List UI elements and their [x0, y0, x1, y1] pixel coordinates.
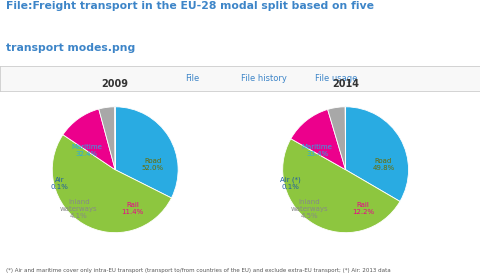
Text: Inland
waterways
4.1%: Inland waterways 4.1%: [60, 199, 97, 219]
Wedge shape: [346, 107, 408, 201]
Title: 2014: 2014: [332, 79, 359, 89]
Text: Road
49.8%: Road 49.8%: [372, 158, 395, 171]
Text: Road
52.0%: Road 52.0%: [142, 158, 164, 171]
Text: transport modes.png: transport modes.png: [6, 43, 135, 53]
Text: File: File: [185, 74, 199, 83]
Wedge shape: [328, 107, 346, 170]
Wedge shape: [52, 135, 171, 233]
Text: Rail
12.2%: Rail 12.2%: [352, 202, 374, 215]
Title: 2009: 2009: [102, 79, 129, 89]
Text: Maritime
32.4%: Maritime 32.4%: [72, 144, 102, 157]
Text: File usage: File usage: [315, 74, 357, 83]
Text: Air (*)
0.1%: Air (*) 0.1%: [280, 177, 300, 190]
Wedge shape: [291, 109, 346, 170]
Wedge shape: [283, 139, 400, 233]
Wedge shape: [115, 107, 178, 198]
Text: Rail
11.4%: Rail 11.4%: [122, 202, 144, 215]
Text: Maritime
33.4%: Maritime 33.4%: [302, 144, 333, 157]
Wedge shape: [63, 109, 115, 170]
Text: File:Freight transport in the EU-28 modal split based on five: File:Freight transport in the EU-28 moda…: [6, 1, 374, 11]
Text: (*) Air and maritime cover only intra-EU transport (transport to/from countries : (*) Air and maritime cover only intra-EU…: [6, 268, 391, 273]
Text: Inland
waterways
4.5%: Inland waterways 4.5%: [290, 199, 328, 219]
Text: Air
0.1%: Air 0.1%: [51, 177, 69, 190]
Wedge shape: [99, 107, 115, 170]
Text: File history: File history: [241, 74, 287, 83]
